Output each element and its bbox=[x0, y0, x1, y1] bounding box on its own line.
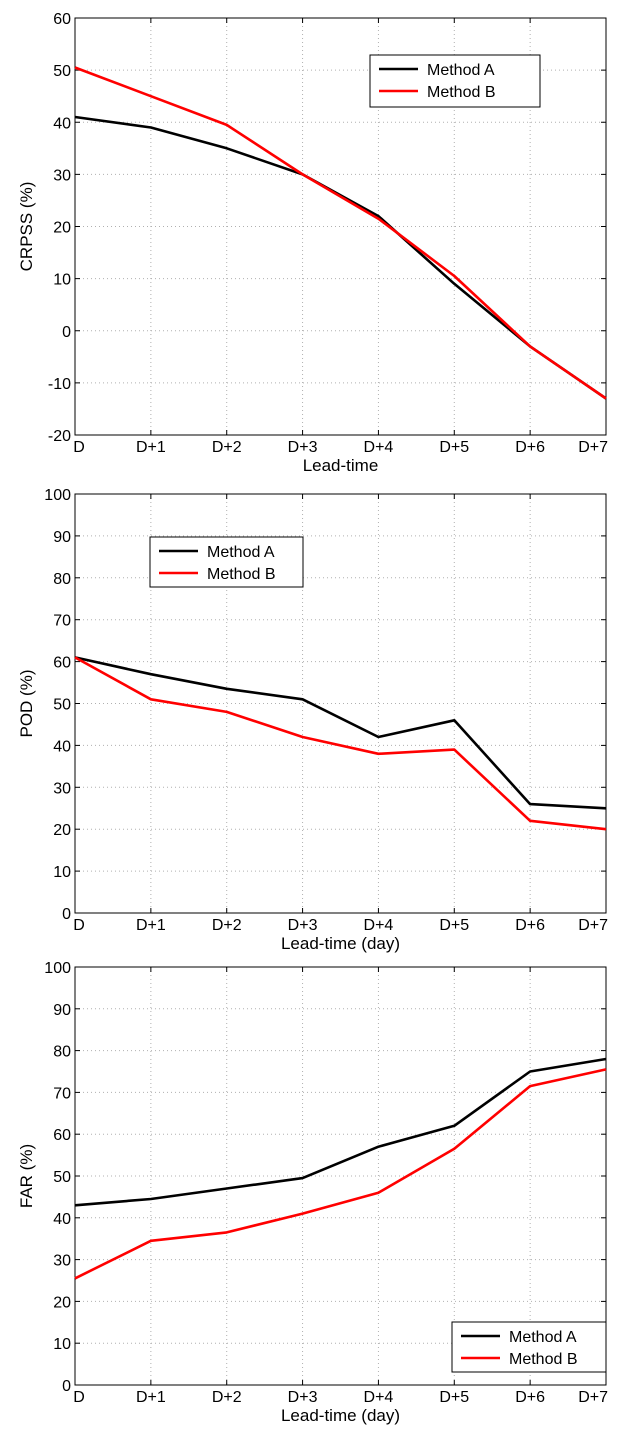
y-tick-label: 100 bbox=[44, 487, 71, 504]
legend-box bbox=[369, 54, 541, 108]
y-tick-label: 40 bbox=[53, 115, 71, 132]
y-tick-label: 20 bbox=[53, 220, 71, 237]
chart-panel-2: D D+1 D+2 D+3 D+4 D+5 D+6 D+7 0 10 20 30 40 50 60 70 80 9… bbox=[17, 487, 608, 953]
y-tick-label: 10 bbox=[53, 272, 71, 289]
y-tick-label: 10 bbox=[53, 864, 71, 881]
legend-label: Method B bbox=[427, 84, 495, 101]
x-tick-label: D+4 bbox=[364, 439, 394, 456]
y-tick-label: 80 bbox=[53, 571, 71, 588]
y-tick-label: 20 bbox=[53, 822, 71, 839]
y-tick-label: 60 bbox=[53, 11, 71, 28]
y-tick-label: 70 bbox=[53, 1085, 71, 1102]
x-tick-label: D+1 bbox=[136, 439, 166, 456]
x-axis-label: Lead-time (day) bbox=[281, 1406, 400, 1425]
x-tick-label: D+6 bbox=[515, 1389, 545, 1406]
y-tick-label: 50 bbox=[53, 697, 71, 714]
y-tick-label: 60 bbox=[53, 655, 71, 672]
y-tick-label: 30 bbox=[53, 1253, 71, 1270]
y-tick-label: 0 bbox=[62, 1378, 71, 1395]
series-line-method-b bbox=[74, 656, 607, 831]
y-tick-label: 10 bbox=[53, 1336, 71, 1353]
series-line-method-a bbox=[74, 115, 607, 400]
legend-box bbox=[149, 536, 304, 588]
y-tick-label: 0 bbox=[62, 324, 71, 341]
x-tick-label: D+1 bbox=[136, 1389, 166, 1406]
y-tick-label: 40 bbox=[53, 1211, 71, 1228]
x-tick-label: D+5 bbox=[439, 439, 469, 456]
x-tick-label: D bbox=[73, 1389, 85, 1406]
x-tick-label: D+6 bbox=[515, 917, 545, 934]
x-tick-label: D+5 bbox=[439, 917, 469, 934]
y-tick-label: 70 bbox=[53, 613, 71, 630]
legend-label: Method B bbox=[207, 566, 275, 583]
x-tick-label: D+3 bbox=[288, 439, 318, 456]
x-tick-label: D+7 bbox=[578, 439, 608, 456]
legend: Method A Method B bbox=[369, 54, 541, 108]
y-tick-label: 30 bbox=[53, 780, 71, 797]
y-tick-label: 100 bbox=[44, 960, 71, 977]
x-tick-label: D+2 bbox=[212, 439, 242, 456]
y-tick-label: 0 bbox=[62, 906, 71, 923]
x-tick-label: D+5 bbox=[439, 1389, 469, 1406]
legend-label: Method A bbox=[427, 62, 495, 79]
legend-label: Method A bbox=[509, 1329, 577, 1346]
x-tick-label: D+7 bbox=[578, 1389, 608, 1406]
x-tick-label: D+4 bbox=[364, 1389, 394, 1406]
series-line-method-b bbox=[74, 66, 607, 400]
x-tick-label: D bbox=[73, 917, 85, 934]
x-tick-label: D+6 bbox=[515, 439, 545, 456]
y-tick-label: -10 bbox=[48, 376, 71, 393]
x-tick-label: D+3 bbox=[288, 917, 318, 934]
x-tick-label: D+1 bbox=[136, 917, 166, 934]
y-tick-label: 60 bbox=[53, 1127, 71, 1144]
legend: Method A Method B bbox=[451, 1321, 607, 1373]
x-axis-label: Lead-time (day) bbox=[281, 934, 400, 953]
legend-label: Method B bbox=[509, 1351, 577, 1368]
chart-panel-1: D D+1 D+2 D+3 D+4 D+5 D+6 D+7 -20 -10 0 10 20 30 40 50 6… bbox=[17, 11, 608, 475]
y-tick-label: 80 bbox=[53, 1044, 71, 1061]
y-tick-label: 90 bbox=[53, 529, 71, 546]
y-tick-label: 90 bbox=[53, 1002, 71, 1019]
y-tick-label: 50 bbox=[53, 63, 71, 80]
series-line-method-a bbox=[74, 656, 607, 810]
y-axis-label: POD (%) bbox=[17, 670, 36, 738]
chart-panel-3: D D+1 D+2 D+3 D+4 D+5 D+6 D+7 0 10 20 30 40 50 60 70 80 9… bbox=[17, 960, 608, 1425]
y-axis-label: FAR (%) bbox=[17, 1144, 36, 1208]
y-tick-label: -20 bbox=[48, 428, 71, 445]
y-axis-label: CRPSS (%) bbox=[17, 182, 36, 272]
y-tick-label: 40 bbox=[53, 738, 71, 755]
series-line-method-a bbox=[74, 1057, 607, 1207]
x-tick-label: D+2 bbox=[212, 1389, 242, 1406]
y-tick-label: 50 bbox=[53, 1169, 71, 1186]
x-tick-label: D+3 bbox=[288, 1389, 318, 1406]
legend: Method A Method B bbox=[149, 536, 304, 588]
series-line-method-b bbox=[74, 1068, 607, 1280]
x-tick-label: D+4 bbox=[364, 917, 394, 934]
legend-label: Method A bbox=[207, 544, 275, 561]
x-tick-label: D+2 bbox=[212, 917, 242, 934]
legend-box bbox=[451, 1321, 607, 1373]
x-tick-label: D bbox=[73, 439, 85, 456]
x-axis-label: Lead-time bbox=[303, 456, 379, 475]
x-tick-label: D+7 bbox=[578, 917, 608, 934]
y-tick-label: 30 bbox=[53, 167, 71, 184]
y-tick-label: 20 bbox=[53, 1294, 71, 1311]
